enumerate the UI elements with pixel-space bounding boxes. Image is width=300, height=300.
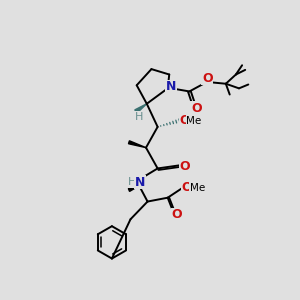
Text: O: O [202, 72, 212, 85]
Text: O: O [182, 181, 192, 194]
Text: Me: Me [190, 183, 205, 193]
Polygon shape [128, 141, 146, 148]
Text: O: O [179, 114, 190, 127]
Text: O: O [191, 102, 202, 115]
Text: H: H [128, 177, 136, 187]
Text: O: O [179, 160, 190, 172]
Text: N: N [166, 80, 176, 93]
Polygon shape [135, 104, 147, 113]
Text: Me: Me [186, 116, 202, 126]
Polygon shape [128, 185, 140, 191]
Text: H: H [135, 112, 143, 122]
Text: N: N [135, 176, 145, 189]
Text: O: O [172, 208, 182, 221]
